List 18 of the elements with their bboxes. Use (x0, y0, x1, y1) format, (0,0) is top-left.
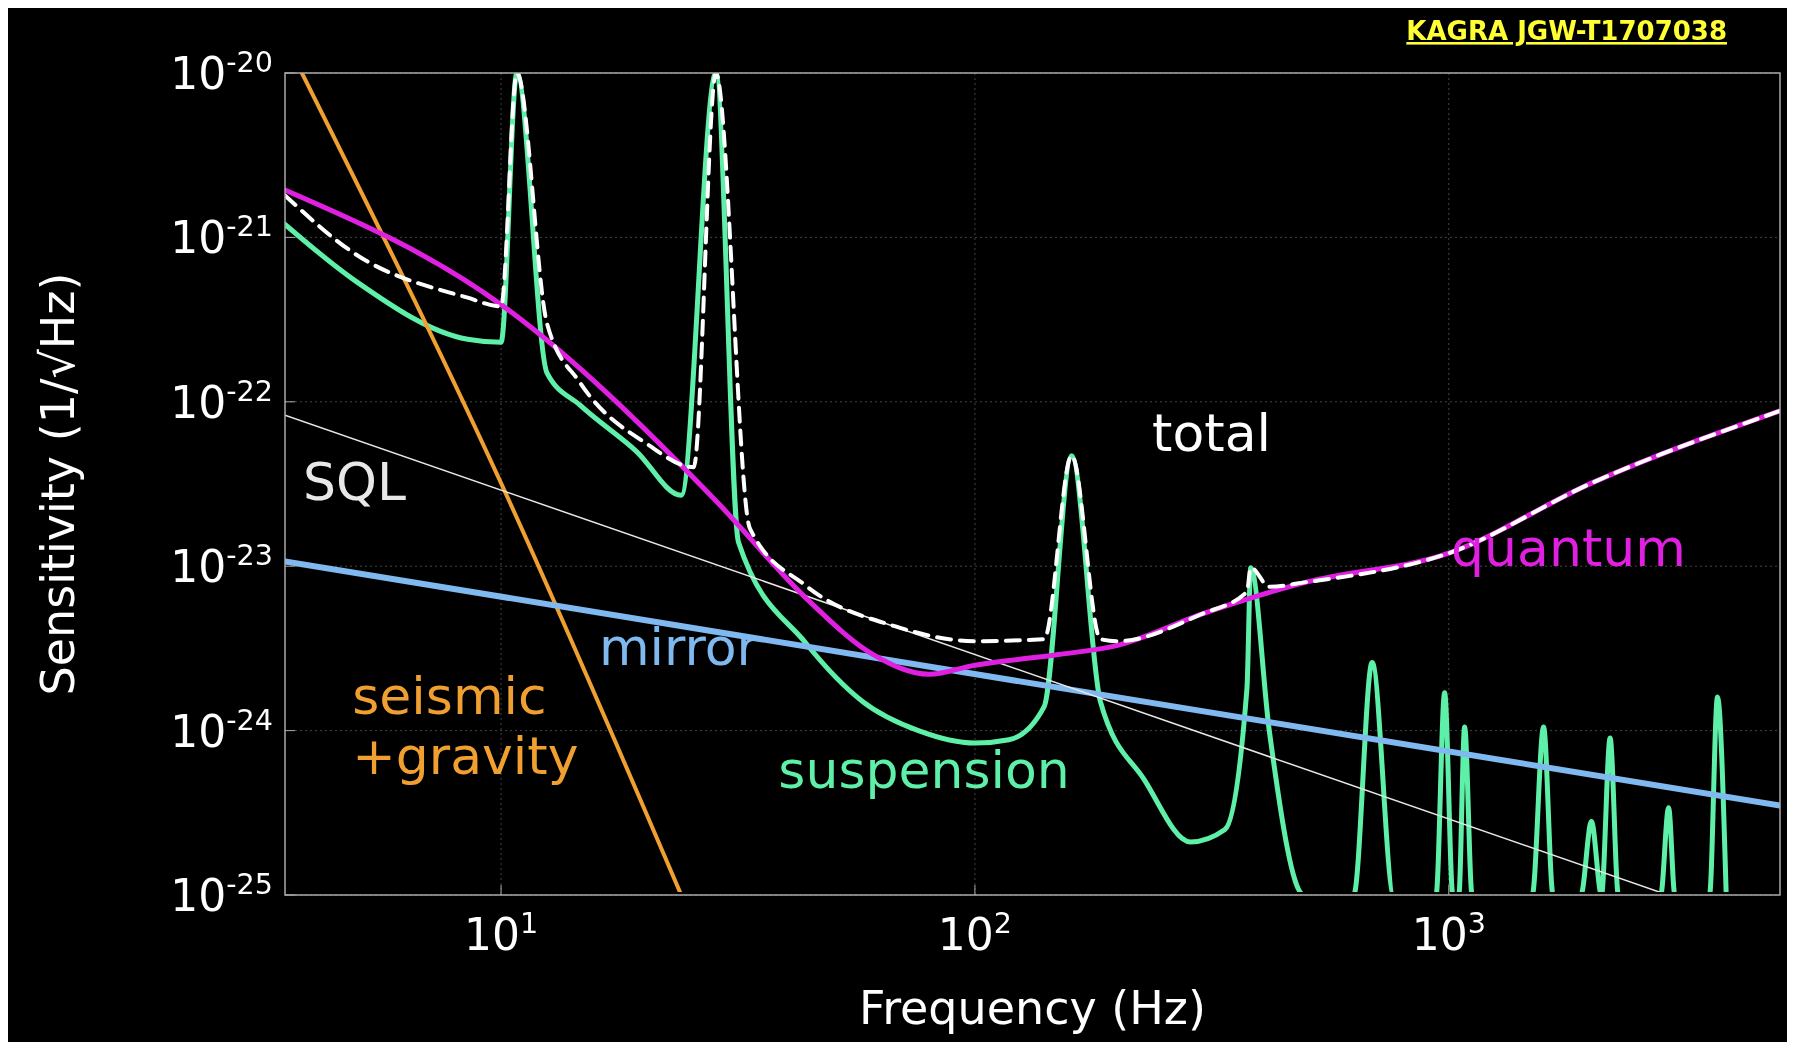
y-tick-label: 10$^{-23}$ (170, 538, 273, 593)
x-tick-label: 10$^{2}$ (937, 906, 1013, 960)
y-tick-label: 10$^{-20}$ (170, 45, 273, 99)
series-label: SQL (302, 452, 406, 513)
y-tick-label: 10$^{-25}$ (170, 867, 273, 921)
series-label: suspension (778, 740, 1070, 801)
x-tick-label: 10$^{1}$ (463, 906, 539, 960)
series-label: quantum (1451, 518, 1686, 579)
y-axis-title: Sensitivity (1/√Hz) (31, 272, 85, 696)
y-tick-label: 10$^{-21}$ (170, 209, 273, 264)
y-tick-label: 10$^{-24}$ (170, 702, 273, 757)
series-label: seismic +gravity (352, 666, 579, 787)
series-label: total (1152, 403, 1272, 464)
y-tick-label: 10$^{-22}$ (170, 373, 273, 428)
x-axis-title: Frequency (Hz) (859, 981, 1206, 1035)
series-label: mirror (598, 616, 759, 677)
x-tick-label: 10$^{3}$ (1411, 906, 1486, 960)
text: KAGRA JGW-T1707038 (1406, 16, 1727, 46)
